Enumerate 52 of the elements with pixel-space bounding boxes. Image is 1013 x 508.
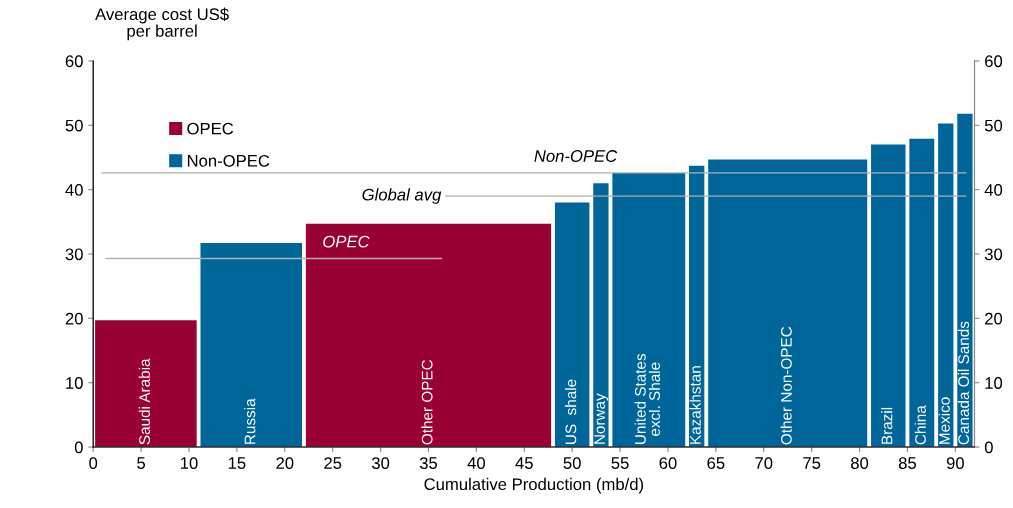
- x-tick-label: 10: [180, 457, 198, 469]
- y2-tick-label: 20: [985, 312, 1003, 325]
- category-label: United States excl. Shale: [634, 353, 661, 444]
- x-tick-label: 45: [515, 457, 533, 469]
- x-tick-label: 50: [563, 457, 581, 469]
- x-tick-label: 25: [324, 457, 342, 469]
- y-tick-label: 30: [65, 248, 83, 261]
- ref-line-label: Global avg: [362, 188, 442, 204]
- category-label: Other Non-OPEC: [780, 326, 792, 445]
- y-tick-label: 0: [74, 441, 83, 454]
- x-tick-label: 90: [946, 457, 964, 469]
- x-tick-label: 35: [419, 457, 438, 469]
- category-label: US shale: [565, 379, 577, 444]
- y2-tick-label: 30: [984, 248, 1003, 261]
- y-tick-label: 60: [65, 55, 83, 68]
- y2-tick-label: 0: [984, 441, 993, 454]
- ref-line-label: Non-OPEC: [534, 150, 618, 162]
- x-tick-label: 15: [228, 457, 246, 469]
- y2-tick-label: 10: [985, 377, 1003, 389]
- category-label: Kazakhstan: [689, 366, 701, 444]
- x-tick-label: 60: [659, 457, 677, 469]
- legend-label: Non-OPEC: [187, 154, 270, 167]
- x-tick-label: 5: [137, 457, 146, 469]
- y-tick-label: 40: [65, 184, 83, 196]
- category-label: China: [914, 405, 926, 445]
- x-tick-label: 0: [89, 457, 98, 469]
- x-tick-label: 75: [803, 457, 821, 469]
- category-label: Canada Oil Sands: [957, 321, 970, 445]
- category-label: Russia: [244, 398, 256, 444]
- category-label: Mexico: [938, 397, 950, 444]
- y2-tick-label: 50: [984, 119, 1003, 132]
- y2-tick-label: 60: [985, 55, 1003, 68]
- x-tick-label: 85: [898, 457, 917, 469]
- legend-label: OPEC: [187, 122, 234, 135]
- x-tick-label: 65: [707, 457, 725, 469]
- x-tick-label: 40: [467, 457, 485, 469]
- ref-line-label: OPEC: [323, 235, 370, 248]
- x-tick-label: 55: [611, 457, 629, 469]
- y-tick-label: 20: [65, 312, 83, 325]
- category-label: Saudi Arabia: [138, 358, 150, 445]
- category-label: Norway: [594, 393, 609, 444]
- x-tick-label: 30: [371, 457, 390, 469]
- y-axis-title: Average cost US$ per barrel: [95, 7, 229, 41]
- x-tick-label: 20: [276, 457, 294, 469]
- category-label: Brazil: [881, 407, 893, 444]
- x-tick-label: 80: [851, 457, 869, 469]
- y2-tick-label: 40: [984, 184, 1003, 196]
- x-tick-label: 70: [755, 457, 773, 469]
- y-tick-label: 50: [65, 119, 83, 132]
- x-axis-title: Cumulative Production (mb/d): [424, 477, 644, 494]
- category-label: Other OPEC: [421, 359, 433, 445]
- y-tick-label: 10: [66, 377, 83, 389]
